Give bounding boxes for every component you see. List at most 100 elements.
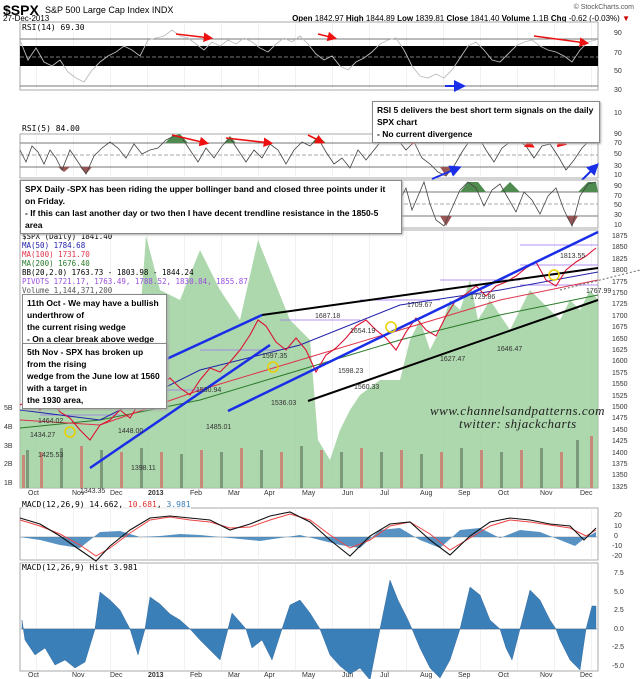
tick: 70: [614, 193, 622, 200]
daily-note: SPX Daily -SPX has been riding the upper…: [20, 180, 402, 234]
chart-date: 27-Dec-2013: [3, 14, 50, 23]
hist-label: MACD(12,26,9) Hist 3.981: [22, 563, 138, 572]
month-label: Mar: [228, 672, 241, 679]
tick: 2.5: [614, 607, 624, 614]
price-annotation: 1425.53: [38, 452, 64, 459]
tick: 1325: [612, 483, 628, 491]
note-line: - No current divergence: [377, 129, 473, 139]
low-label: Low: [397, 14, 414, 23]
tick: 10: [614, 172, 622, 179]
tick: 50: [614, 68, 622, 75]
tick: 50: [614, 151, 622, 158]
macd-label: MACD(12,26,9) 14.662, 10.681, 3.981: [22, 500, 191, 509]
legend-ma50: MA(50) 1784.68: [22, 241, 86, 250]
month-label: Nov: [540, 672, 553, 679]
tick: 90: [614, 30, 622, 37]
tick: 1725: [612, 301, 628, 309]
legend-ma200: MA(200) 1676.40: [22, 259, 90, 268]
month-label: Dec: [580, 672, 593, 679]
month-label: Jun: [342, 672, 354, 679]
tick: 1550: [612, 381, 628, 389]
note-line: 5th Nov - SPX has broken up from the ris…: [27, 347, 144, 369]
note-line: RSI 5 delivers the best short term signa…: [377, 105, 594, 127]
price-annotation: 1654.19: [350, 328, 376, 335]
ohlc-bar: Open 1842.97 High 1844.89 Low 1839.81 Cl…: [292, 14, 630, 23]
tick: 5.0: [614, 589, 624, 596]
note-line: - If this can last another day or two th…: [25, 208, 379, 230]
rsi5-note: RSI 5 delivers the best short term signa…: [372, 101, 600, 143]
tick: 1525: [612, 392, 628, 400]
macd-value: MACD(12,26,9) 14.662: [22, 500, 119, 509]
month-label: Apr: [264, 672, 275, 679]
tick: 7.5: [614, 570, 624, 577]
month-label: Jul: [380, 490, 389, 497]
price-annotation: 1767.99: [586, 288, 612, 295]
price-annotation: 1343.35: [80, 488, 106, 495]
legend-volume: Volume 1,144,371,200: [22, 286, 113, 295]
month-label: Nov: [72, 672, 85, 679]
tick: 50: [614, 202, 622, 209]
tick: 1700: [612, 312, 628, 320]
month-label: Feb: [190, 490, 203, 497]
tick: 70: [614, 50, 622, 57]
tick: -2.5: [612, 644, 625, 651]
month-label: Oct: [498, 490, 509, 497]
tick: 1650: [612, 335, 628, 343]
price-annotation: 1464.02: [38, 418, 64, 425]
nov-note: 5th Nov - SPX has broken up from the ris…: [22, 343, 167, 409]
tick: 1800: [612, 267, 628, 275]
close-value: 1841.40: [470, 14, 500, 23]
price-annotation: 1448.00: [118, 428, 144, 435]
month-label: Feb: [190, 672, 203, 679]
month-label: Mar: [228, 490, 241, 497]
note-line: 11th Oct - We may have a bullish underth…: [27, 298, 159, 320]
month-label: May: [302, 672, 316, 679]
rsi14-panel: [19, 21, 599, 92]
tick: 0.0: [614, 626, 624, 633]
macd-hist-panel: [19, 562, 599, 679]
tick: 1750: [612, 290, 628, 297]
chg-value: -0.62 (-0.03%): [568, 14, 620, 23]
macd-hist-value: 3.981: [166, 500, 191, 509]
watermark-twitter: twitter: shjackcharts: [459, 416, 577, 431]
price-annotation: 1485.01: [206, 424, 232, 431]
tick: 10: [614, 222, 622, 229]
price-annotation: 1434.27: [30, 432, 56, 439]
volume-label: Volume: [501, 14, 530, 23]
brand: © StockCharts.com: [573, 4, 634, 11]
price-annotation: 1598.23: [338, 368, 364, 375]
tick: 70: [614, 140, 622, 147]
tick: 30: [614, 163, 622, 170]
close-label: Close: [446, 14, 469, 23]
tick: 90: [614, 131, 622, 138]
month-label: Aug: [420, 490, 433, 497]
tick: 1B: [4, 480, 13, 487]
macd-panel: [19, 507, 599, 562]
month-label: Apr: [264, 490, 275, 497]
index-name: S&P 500 Large Cap Index INDX: [45, 5, 174, 15]
price-annotation: 1687.18: [315, 313, 341, 320]
month-label: Dec: [110, 672, 123, 679]
tick: 3B: [4, 443, 13, 450]
month-label: Dec: [580, 490, 593, 497]
tick: 1400: [612, 449, 628, 457]
open-label: Open: [292, 14, 313, 23]
note-line: the current rising wedge: [27, 322, 126, 332]
month-label: Oct: [28, 672, 39, 679]
tick: 1600: [612, 358, 628, 366]
month-label: 2013: [148, 490, 164, 497]
month-label: Oct: [498, 672, 509, 679]
watermark-site: www.channelsandpatterns.com: [430, 403, 606, 418]
tick: 1425: [612, 438, 628, 446]
tick: 1350: [612, 472, 628, 480]
price-annotation: 1709.67: [407, 302, 433, 309]
tick: -20: [612, 553, 623, 560]
tick: 1675: [612, 324, 628, 332]
tick: -5.0: [612, 663, 625, 670]
volume-value: 1.1B: [532, 14, 549, 23]
rsi5-label: RSI(5) 84.00: [22, 124, 80, 133]
tick: 90: [614, 183, 622, 190]
month-label: Oct: [28, 490, 39, 497]
tick: 1850: [612, 244, 628, 252]
